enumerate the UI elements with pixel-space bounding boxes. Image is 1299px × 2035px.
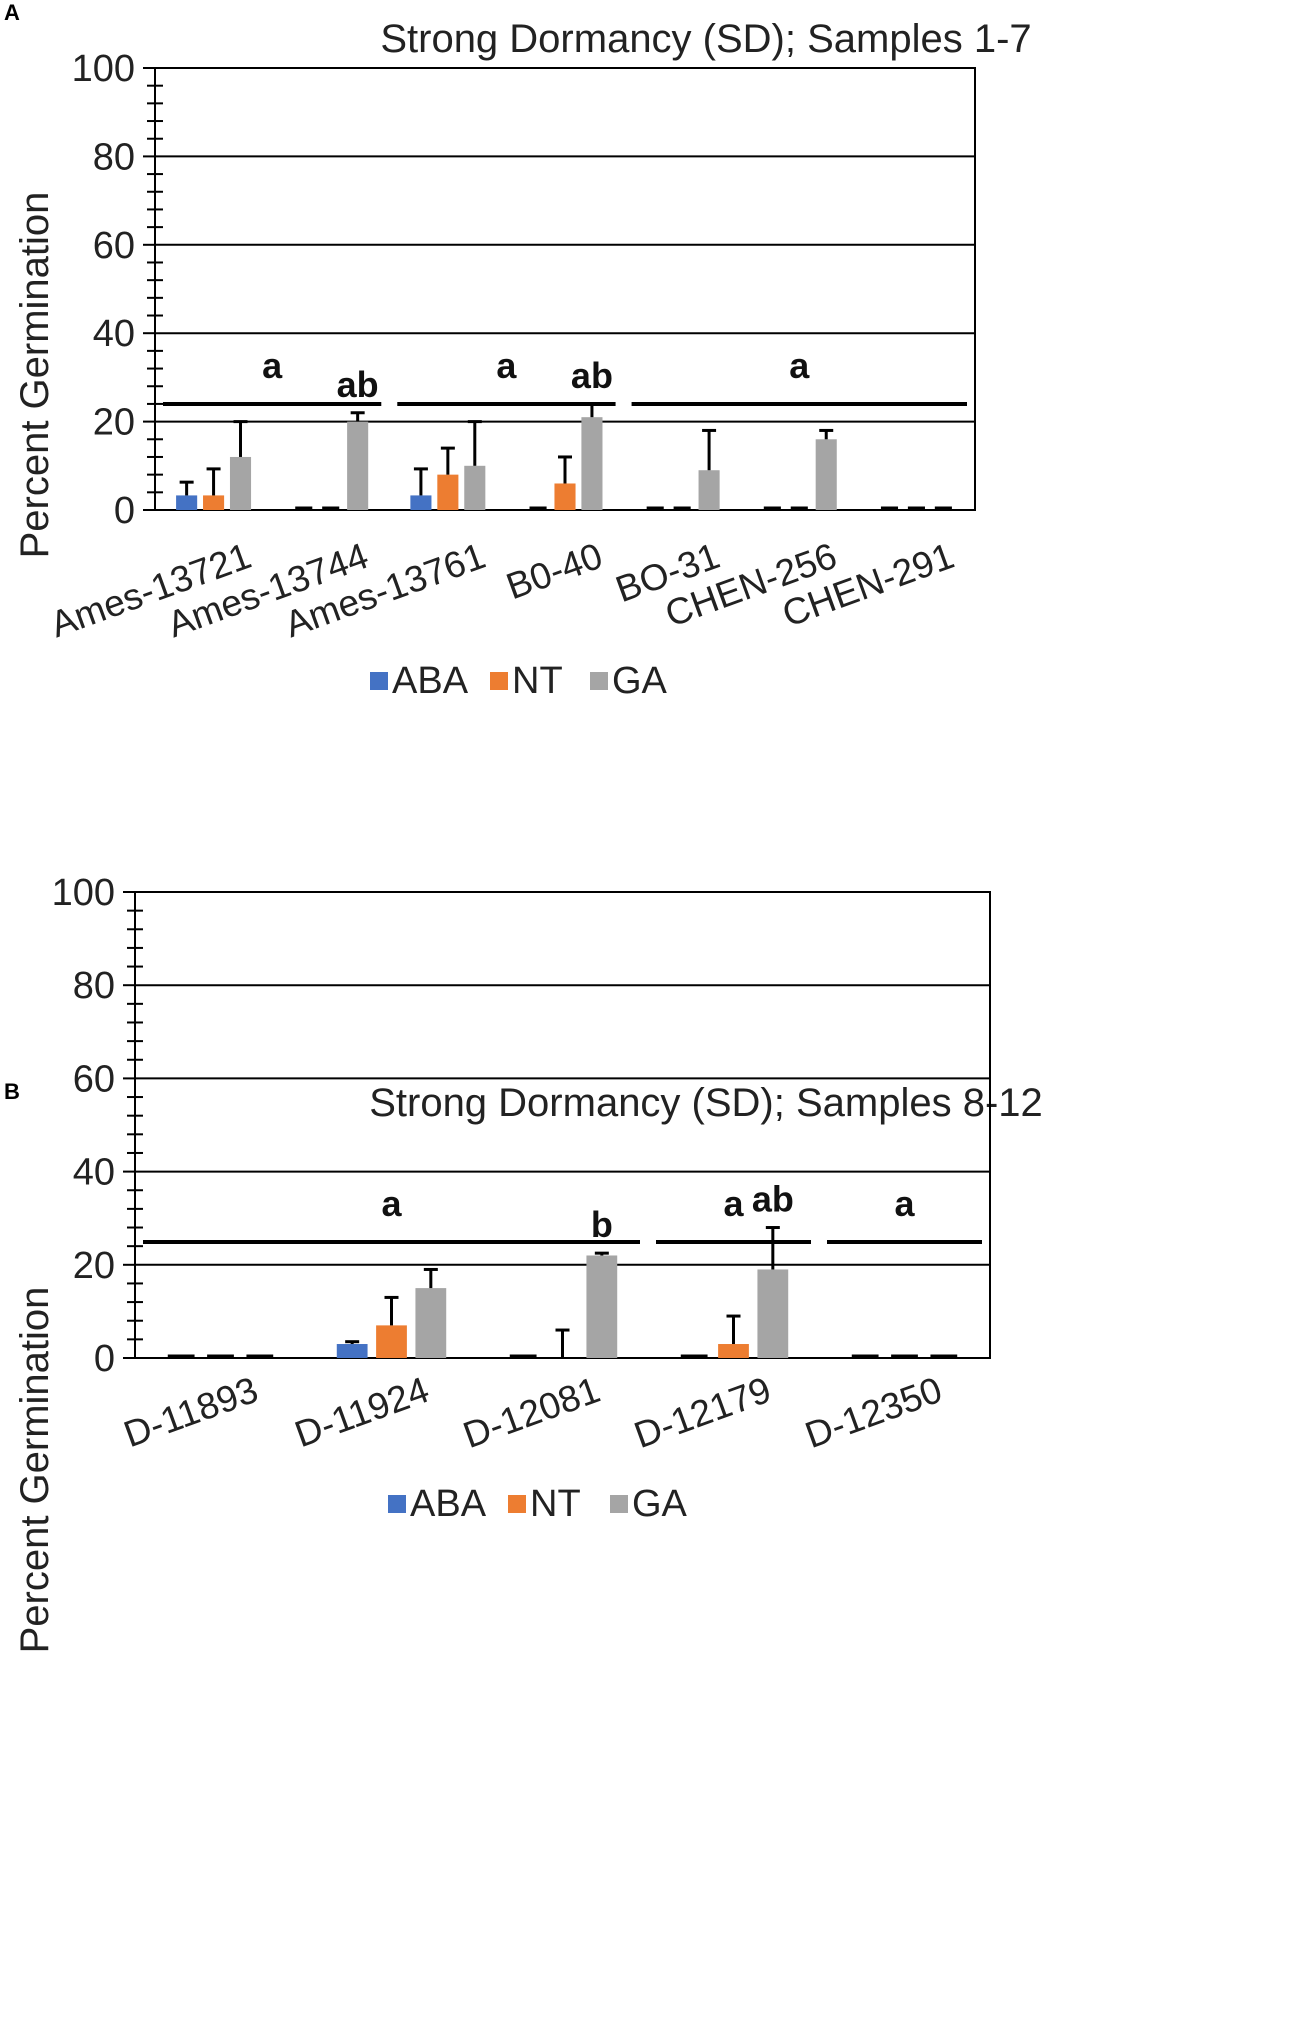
y-tick-label: 60 [93, 225, 135, 267]
x-category-label: D-11893 [118, 1369, 263, 1455]
x-category-label: D-11924 [289, 1369, 434, 1455]
error-bars [167, 1226, 958, 1358]
panel-label: B [4, 1079, 20, 1104]
significance-letter: b [591, 1204, 613, 1245]
significance-letter: a [496, 345, 517, 386]
bar [554, 483, 576, 510]
x-category-label: D-12179 [629, 1369, 776, 1456]
chart-panel-b: B Strong Dormancy (SD); Samples 8-12 Per… [4, 872, 1043, 1654]
x-category-label: D-12081 [458, 1369, 605, 1456]
plot-area [154, 67, 976, 511]
x-category-labels: Ames-13721 Ames-13744 Ames-13761 B0-40 B… [45, 535, 959, 645]
significance-letter: a [262, 345, 283, 386]
x-category-label: D-12350 [800, 1369, 947, 1456]
bar [229, 456, 252, 510]
legend-swatch-ga [590, 672, 608, 690]
bar [410, 495, 432, 510]
y-tick-label: 100 [52, 872, 115, 914]
y-tick-label: 0 [114, 490, 135, 532]
legend-label: GA [632, 1483, 688, 1525]
legend-label: ABA [392, 660, 469, 702]
panel-label: A [4, 0, 20, 25]
significance-letter: a [789, 345, 810, 386]
y-tick-label: 40 [73, 1152, 115, 1194]
y-tick-label: 40 [93, 313, 135, 355]
y-tick-label: 80 [73, 965, 115, 1007]
bar [376, 1325, 407, 1358]
y-tick-label: 20 [73, 1245, 115, 1287]
legend-swatch-ga [610, 1495, 628, 1513]
legend-label: NT [512, 660, 563, 702]
significance-letter: a [381, 1183, 402, 1224]
bar [176, 495, 198, 510]
gridlines [135, 984, 990, 1266]
y-tick-label: 100 [72, 48, 135, 90]
plot-area [134, 891, 991, 1359]
legend-swatch-aba [388, 1495, 406, 1513]
significance-letter: a [894, 1183, 915, 1224]
y-tick-labels: 0 20 40 60 80 100 [72, 48, 135, 532]
significance-letter: ab [571, 355, 613, 396]
y-axis [143, 67, 163, 511]
bar [757, 1269, 789, 1358]
bar [437, 474, 459, 510]
y-axis-label: Percent Germination [13, 1287, 57, 1654]
significance-letter: ab [337, 364, 379, 405]
legend-swatch-aba [370, 672, 388, 690]
significance-annotations: a ab a ab a [163, 345, 967, 406]
legend-label: ABA [410, 1483, 487, 1525]
legend-swatch-nt [490, 672, 508, 690]
bar [586, 1255, 618, 1358]
x-category-labels: D-11893 D-11924 D-12081 D-12179 D-12350 [118, 1369, 947, 1456]
bar [815, 439, 837, 510]
y-tick-label: 80 [93, 136, 135, 178]
bar [464, 465, 486, 510]
y-tick-label: 0 [94, 1338, 115, 1380]
significance-letter: ab [752, 1179, 794, 1220]
bar [415, 1288, 447, 1358]
legend: ABA NT GA [370, 660, 668, 702]
gridlines [155, 155, 975, 423]
y-tick-label: 20 [93, 402, 135, 444]
chart-title: Strong Dormancy (SD); Samples 1-7 [380, 17, 1031, 61]
bar [718, 1344, 749, 1358]
legend: ABA NT GA [388, 1483, 688, 1525]
bar [347, 421, 369, 510]
significance-letter: a [723, 1183, 744, 1224]
y-tick-labels: 0 20 40 60 80 100 [52, 872, 115, 1380]
y-axis [123, 891, 143, 1359]
legend-swatch-nt [508, 1495, 526, 1513]
bar [698, 470, 720, 510]
chart-title: Strong Dormancy (SD); Samples 8-12 [369, 1081, 1043, 1125]
bars [176, 417, 837, 510]
error-bars [179, 402, 952, 510]
x-category-label: B0-40 [501, 535, 608, 607]
legend-label: NT [530, 1483, 581, 1525]
legend-label: GA [612, 660, 668, 702]
chart-panel-a: A Strong Dormancy (SD); Samples 1-7 Perc… [4, 0, 1032, 702]
bar [581, 417, 603, 510]
y-tick-label: 60 [73, 1058, 115, 1100]
bars [336, 1255, 789, 1358]
bar [203, 495, 225, 510]
significance-annotations: a b a ab a [143, 1179, 982, 1245]
bar [336, 1344, 368, 1358]
y-axis-label: Percent Germination [13, 192, 57, 559]
